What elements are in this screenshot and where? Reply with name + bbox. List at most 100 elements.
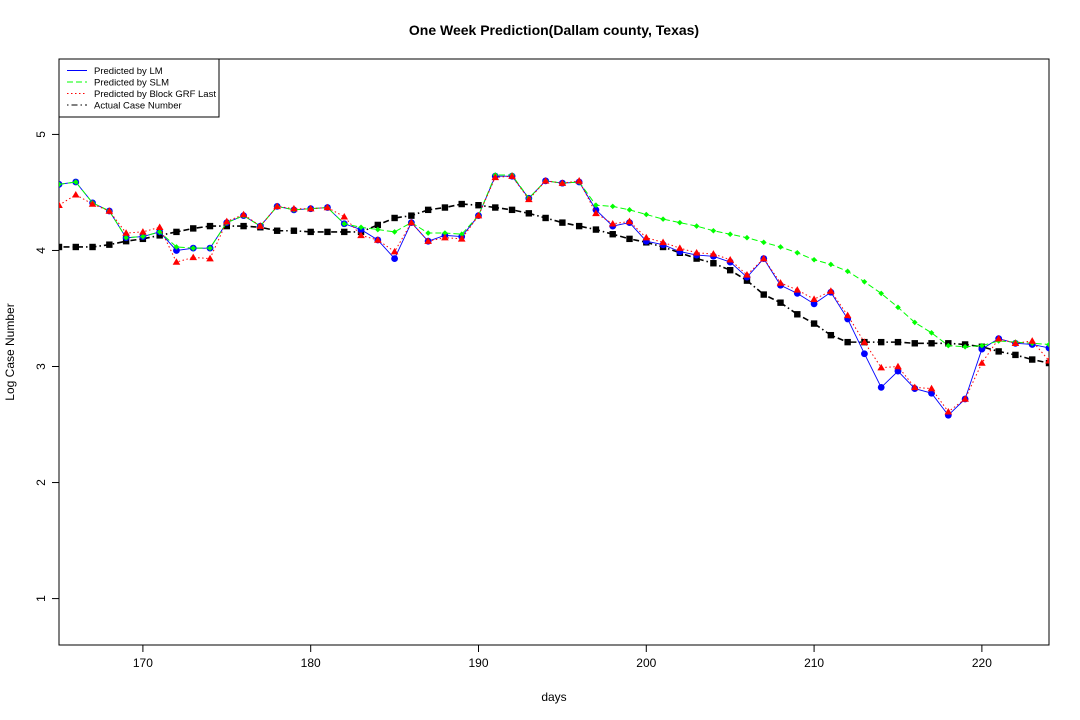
point-actual-case-number-181: [324, 228, 331, 236]
point-predicted-by-slm-205: [727, 231, 733, 238]
point-predicted-by-lm-185: [391, 255, 398, 262]
point-predicted-by-block-grf-last-205: [726, 255, 734, 263]
x-tick-label-180: 180: [301, 656, 321, 670]
point-predicted-by-block-grf-last-166: [71, 190, 80, 198]
point-predicted-by-slm-212: [844, 268, 851, 275]
point-predicted-by-slm-183: [358, 224, 364, 231]
point-predicted-by-block-grf-last-182: [340, 213, 349, 220]
point-predicted-by-lm-172: [173, 247, 180, 254]
point-predicted-by-lm-210: [810, 300, 818, 308]
point-actual-case-number-185: [391, 214, 398, 222]
point-predicted-by-block-grf-last-189: [457, 235, 466, 242]
point-predicted-by-lm-214: [877, 383, 885, 391]
point-actual-case-number-205: [726, 266, 734, 274]
point-predicted-by-block-grf-last-172: [172, 258, 181, 265]
point-predicted-by-slm-198: [609, 203, 616, 210]
point-actual-case-number-216: [911, 340, 918, 347]
point-predicted-by-block-grf-last-218: [944, 407, 953, 415]
point-predicted-by-slm-170: [140, 233, 146, 240]
point-actual-case-number-184: [374, 221, 382, 229]
y-tick-label-1: 1: [34, 595, 48, 602]
point-actual-case-number-214: [878, 338, 885, 346]
point-predicted-by-block-grf-last-192: [508, 172, 516, 179]
point-actual-case-number-182: [341, 228, 348, 236]
point-actual-case-number-208: [777, 299, 784, 306]
point-predicted-by-block-grf-last-216: [910, 383, 919, 391]
y-axis: 1 2 3 4 5: [34, 131, 59, 602]
point-actual-case-number-165: [59, 243, 63, 251]
point-predicted-by-block-grf-last-195: [558, 179, 567, 186]
point-predicted-by-block-grf-last-173: [189, 253, 198, 261]
point-actual-case-number-210: [810, 320, 818, 327]
point-actual-case-number-169: [122, 237, 130, 245]
plot-frame: [58, 58, 1050, 646]
y-tick-label-4: 4: [34, 247, 48, 254]
point-actual-case-number-166: [72, 243, 79, 251]
point-actual-case-number-222: [1012, 351, 1019, 359]
point-predicted-by-block-grf-last-185: [390, 247, 399, 255]
point-predicted-by-block-grf-last-170: [139, 228, 147, 235]
point-predicted-by-slm-216: [911, 319, 918, 326]
point-predicted-by-block-grf-last-220: [978, 359, 986, 366]
point-actual-case-number-211: [827, 331, 835, 339]
point-predicted-by-slm-201: [660, 216, 666, 222]
point-predicted-by-block-grf-last-196: [575, 177, 583, 184]
point-predicted-by-block-grf-last-219: [961, 395, 969, 402]
point-predicted-by-slm-199: [626, 207, 633, 213]
chart-title: One Week Prediction(Dallam county, Texas…: [409, 22, 699, 38]
point-actual-case-number-180: [307, 228, 314, 236]
point-predicted-by-slm-169: [123, 234, 129, 241]
point-predicted-by-block-grf-last-169: [122, 229, 130, 236]
point-predicted-by-block-grf-last-197: [592, 209, 600, 217]
point-actual-case-number-176: [240, 222, 247, 230]
point-predicted-by-block-grf-last-223: [1028, 337, 1037, 344]
point-predicted-by-block-grf-last-222: [1011, 339, 1020, 347]
point-actual-case-number-192: [508, 206, 516, 214]
point-actual-case-number-209: [794, 311, 801, 318]
legend-label-predicted-by-slm: Predicted by SLM: [94, 78, 169, 89]
point-actual-case-number-194: [542, 214, 549, 222]
point-predicted-by-block-grf-last-198: [608, 219, 617, 227]
series-predicted-by-block-grf-last: [59, 172, 1049, 415]
point-actual-case-number-203: [693, 255, 700, 262]
point-actual-case-number-179: [290, 227, 298, 234]
point-predicted-by-block-grf-last-201: [659, 238, 667, 246]
point-predicted-by-slm-220: [979, 342, 985, 349]
point-predicted-by-block-grf-last-224: [1045, 356, 1049, 364]
point-predicted-by-slm-165: [59, 181, 62, 188]
point-predicted-by-block-grf-last-207: [759, 254, 768, 262]
point-predicted-by-slm-172: [173, 244, 180, 250]
point-predicted-by-slm-173: [190, 245, 197, 251]
series-line-predicted-by-slm: [59, 174, 1049, 348]
point-predicted-by-block-grf-last-179: [290, 204, 298, 212]
point-actual-case-number-171: [156, 232, 163, 239]
point-predicted-by-block-grf-last-171: [155, 223, 164, 230]
point-predicted-by-slm-213: [861, 278, 868, 285]
point-predicted-by-block-grf-last-187: [424, 237, 432, 244]
plot-content: [59, 172, 1049, 419]
point-predicted-by-block-grf-last-178: [273, 202, 281, 210]
point-actual-case-number-167: [89, 243, 96, 251]
x-axis-label: days: [541, 690, 566, 704]
point-actual-case-number-206: [743, 277, 751, 284]
series-line-predicted-by-block-grf-last: [59, 175, 1049, 413]
point-predicted-by-lm-217: [928, 389, 935, 397]
point-predicted-by-slm-188: [442, 230, 448, 236]
point-predicted-by-block-grf-last-167: [88, 200, 97, 207]
point-predicted-by-block-grf-last-191: [491, 173, 500, 181]
point-predicted-by-block-grf-last-202: [676, 244, 684, 251]
point-actual-case-number-217: [928, 340, 935, 347]
point-actual-case-number-198: [609, 231, 616, 238]
point-actual-case-number-187: [424, 206, 432, 214]
point-actual-case-number-196: [575, 222, 583, 230]
point-actual-case-number-190: [475, 202, 482, 209]
point-actual-case-number-197: [592, 226, 600, 233]
point-predicted-by-slm-185: [391, 229, 398, 235]
point-predicted-by-block-grf-last-212: [843, 311, 852, 319]
legend-label-predicted-by-lm: Predicted by LM: [94, 66, 163, 77]
point-predicted-by-slm-203: [693, 223, 700, 229]
point-predicted-by-slm-204: [710, 227, 717, 234]
point-actual-case-number-223: [1029, 356, 1036, 363]
point-predicted-by-block-grf-last-206: [743, 271, 751, 278]
